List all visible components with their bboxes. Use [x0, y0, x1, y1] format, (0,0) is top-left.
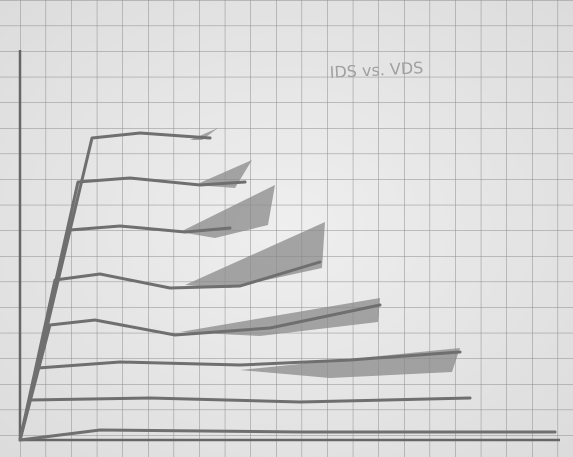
- sketch-title: IDS vs. VDS: [329, 58, 424, 82]
- axes: [18, 50, 560, 442]
- curves: [18, 131, 557, 442]
